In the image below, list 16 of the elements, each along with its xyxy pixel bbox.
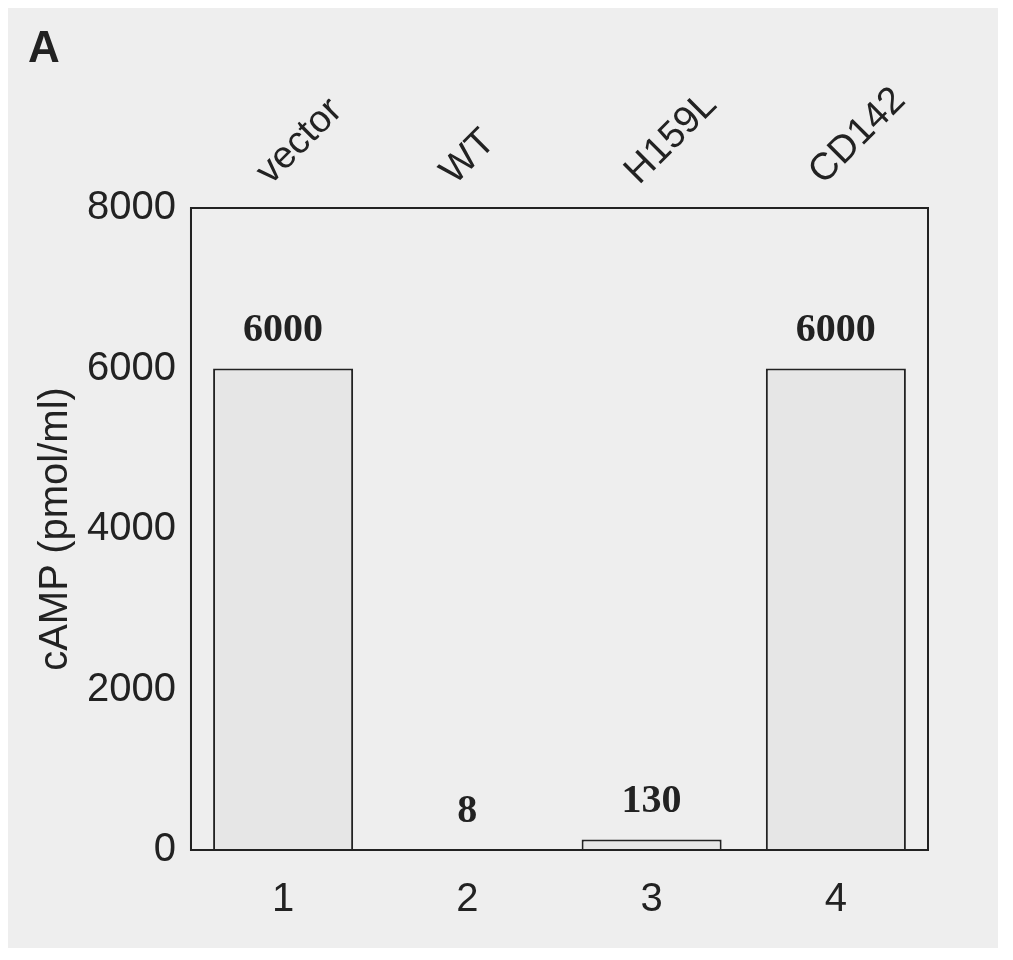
y-tick-label: 6000 (87, 343, 176, 388)
x-tick-label: 4 (824, 875, 847, 920)
x-tick-label: 2 (456, 875, 479, 920)
x-tick-label: 1 (271, 875, 295, 920)
chart-title: A (28, 22, 60, 72)
y-tick-label: 2000 (87, 664, 176, 709)
y-tick-label: 4000 (87, 504, 176, 549)
y-axis-title: cAMP (pmol/ml) (31, 387, 76, 671)
data-label: 8 (457, 785, 478, 831)
y-tick-label: 0 (153, 825, 176, 870)
text: WT (430, 119, 503, 192)
x-tick-label: 3 (640, 875, 663, 920)
data-label: 130 (621, 775, 682, 821)
data-label: 6000 (243, 304, 324, 350)
y-tick-label: 8000 (87, 183, 176, 228)
data-label: 6000 (795, 304, 876, 350)
